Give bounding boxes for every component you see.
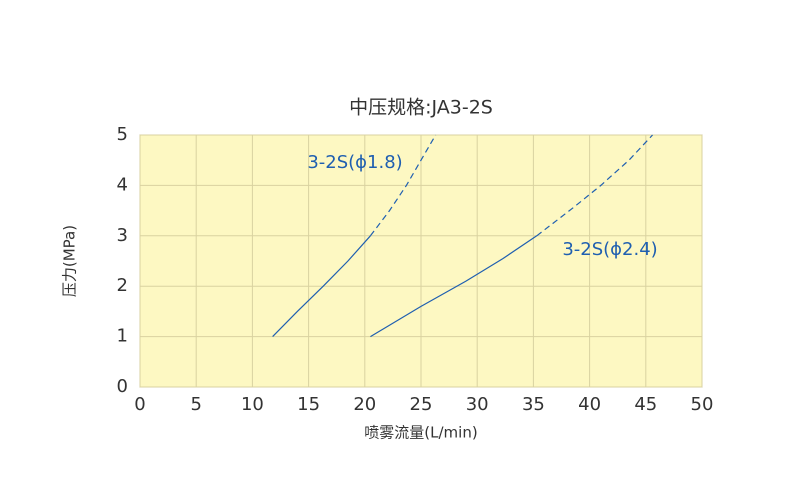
y-tick-label: 5 (117, 124, 128, 145)
x-tick-label: 25 (410, 394, 433, 415)
y-axis-label: 压力(MPa) (61, 225, 79, 297)
curve-dashed (369, 134, 437, 237)
curve-solid (272, 235, 371, 338)
x-tick-label: 20 (353, 394, 376, 415)
x-tick-label: 10 (241, 394, 264, 415)
x-tick-label: 50 (691, 394, 714, 415)
curve-label: 3-2S(ϕ1.8) (307, 152, 402, 173)
x-axis-label: 喷雾流量(L/min) (364, 424, 477, 442)
y-tick-label: 1 (117, 326, 128, 347)
curve-solid (370, 235, 538, 338)
curve-dashed (536, 134, 653, 237)
curve-label: 3-2S(ϕ2.4) (562, 239, 657, 260)
x-tick-label: 30 (466, 394, 489, 415)
y-tick-label: 4 (117, 174, 128, 195)
x-tick-label: 40 (578, 394, 601, 415)
y-tick-label: 3 (117, 225, 128, 246)
x-tick-label: 45 (634, 394, 657, 415)
x-tick-label: 15 (297, 394, 320, 415)
x-tick-label: 5 (190, 394, 201, 415)
chart-title: 中压规格:JA3-2S (349, 97, 493, 119)
y-tick-label: 0 (117, 376, 128, 397)
x-tick-label: 35 (522, 394, 545, 415)
x-tick-label: 0 (134, 394, 145, 415)
y-tick-label: 2 (117, 275, 128, 296)
